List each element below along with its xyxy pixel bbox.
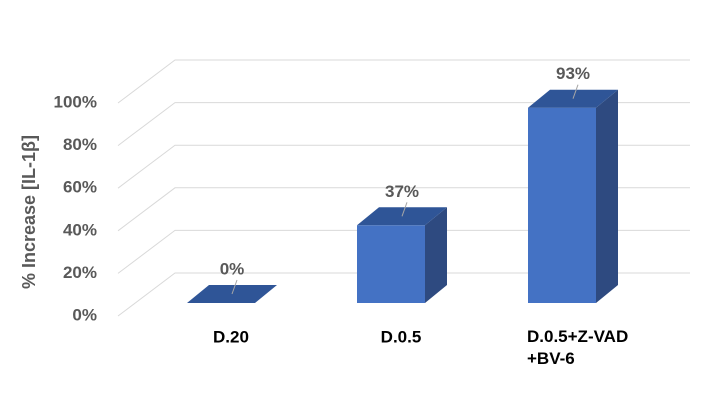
grid-line <box>117 229 690 274</box>
leader-line <box>401 202 408 217</box>
x-tick-label: D.0.5+Z-VAD +BV-6 <box>527 327 628 368</box>
grid-line <box>117 59 690 104</box>
grid-line <box>117 272 690 317</box>
value-label: 0% <box>220 259 245 278</box>
bar-side <box>425 207 447 303</box>
grid-line <box>117 102 690 146</box>
bar-side <box>596 89 618 303</box>
y-tick-label: 40% <box>63 220 97 239</box>
value-label: 93% <box>556 64 590 83</box>
bar <box>528 107 596 303</box>
leader-line <box>572 84 579 99</box>
y-tick-label: 60% <box>63 178 97 197</box>
leader-line <box>231 279 238 295</box>
grid-line <box>117 144 690 189</box>
y-axis-title: % Increase [IL-1β] <box>19 135 39 289</box>
bar <box>357 225 425 303</box>
y-tick-label: 100% <box>54 92 97 111</box>
value-label: 37% <box>385 182 419 201</box>
y-tick-label: 80% <box>63 135 97 154</box>
y-tick-label: 0% <box>72 305 97 324</box>
grid-line <box>117 187 690 232</box>
x-tick-label: D.0.5 <box>381 327 422 346</box>
x-tick-label: D.20 <box>213 327 249 346</box>
y-tick-label: 20% <box>63 263 97 282</box>
